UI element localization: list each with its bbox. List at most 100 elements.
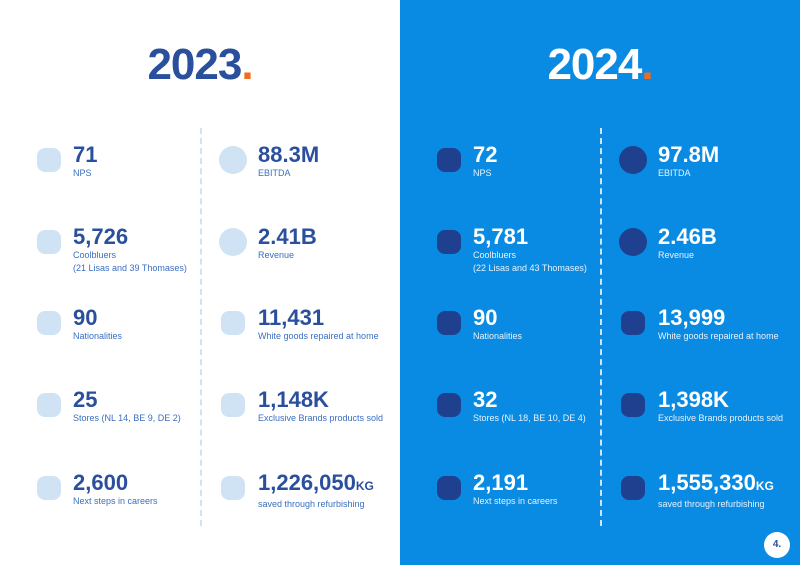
icon xyxy=(37,311,61,335)
stat: 2,600 Next steps in careers xyxy=(73,471,158,508)
panel: 2023. 71 NPS 5,726 Coolbluers (21 Lisas and 3… xyxy=(0,40,400,526)
stat: 32 Stores (NL 18, BE 10, DE 4) xyxy=(473,388,586,425)
icon xyxy=(221,311,245,335)
stat-label: Exclusive Brands products sold xyxy=(658,413,784,423)
year: 2023 xyxy=(147,40,242,89)
year-title: 2023. xyxy=(0,40,400,90)
value: 13,999 xyxy=(658,305,726,330)
stat-label: saved through refurbishing xyxy=(658,499,765,509)
stat-value: 88.3M xyxy=(258,143,319,167)
stat: 2.41B Revenue xyxy=(258,225,317,262)
icon xyxy=(37,476,61,500)
unit: KG xyxy=(355,479,374,493)
stat: 72 NPS xyxy=(473,143,497,180)
stat: 1,148K Exclusive Brands products sold xyxy=(258,388,383,425)
icon xyxy=(621,476,645,500)
stat-value: 1,226,050KG xyxy=(258,471,374,498)
stat-note: (22 Lisas and 43 Thomases) xyxy=(473,263,587,273)
stat-label: Exclusive Brands products sold xyxy=(258,413,384,423)
year: 2024 xyxy=(547,40,642,89)
stat-value: 2,191 xyxy=(473,471,558,495)
stat-label: Revenue xyxy=(258,250,295,260)
value: 1,398K xyxy=(658,387,729,412)
stat-label: saved through refurbishing xyxy=(258,499,365,509)
stat-value: 1,398K xyxy=(658,388,783,412)
stat-label: EBITDA xyxy=(258,168,291,178)
icon xyxy=(37,393,61,417)
stat-value: 71 xyxy=(73,143,97,167)
stat-label: Nationalities xyxy=(473,331,523,341)
icon xyxy=(437,393,461,417)
stat-label: Next steps in careers xyxy=(73,496,158,506)
stat-label: NPS xyxy=(473,168,492,178)
unit: KG xyxy=(755,479,774,493)
panel: 2024. 72 NPS 5,781 Coolbluers (22 Lisas and 4… xyxy=(400,0,800,565)
stat-value: 5,726 xyxy=(73,225,187,249)
value: 32 xyxy=(473,387,498,412)
value: 1,148K xyxy=(258,387,329,412)
divider xyxy=(600,128,602,526)
stat-value: 72 xyxy=(473,143,497,167)
value: 97.8M xyxy=(658,142,720,167)
stat: 2.46B Revenue xyxy=(658,225,717,262)
stat: 90 Nationalities xyxy=(73,306,122,343)
stat-label: Revenue xyxy=(658,250,695,260)
stat: 5,726 Coolbluers (21 Lisas and 39 Thomases… xyxy=(73,225,187,275)
value: 90 xyxy=(473,305,498,330)
stat-value: 25 xyxy=(73,388,181,412)
stat: 5,781 Coolbluers (22 Lisas and 43 Thomases… xyxy=(473,225,587,275)
stat: 90 Nationalities xyxy=(473,306,522,343)
stat-label: White goods repaired at home xyxy=(258,331,379,341)
stat: 1,226,050KG saved through refurbishing xyxy=(258,471,374,511)
year-dot: . xyxy=(241,40,253,89)
stat: 2,191 Next steps in careers xyxy=(473,471,558,508)
value: 5,781 xyxy=(473,224,529,249)
stat-value: 1,148K xyxy=(258,388,383,412)
value: 2.46B xyxy=(658,224,717,249)
year-title: 2024. xyxy=(400,40,800,90)
value: 1,226,050 xyxy=(258,470,356,495)
page-number: 4. xyxy=(764,532,790,558)
value: 88.3M xyxy=(258,142,320,167)
value: 11,431 xyxy=(258,305,325,330)
value: 2.41B xyxy=(258,224,317,249)
icon xyxy=(621,311,645,335)
divider xyxy=(200,128,202,526)
stat: 25 Stores (NL 14, BE 9, DE 2) xyxy=(73,388,181,425)
stat: 97.8M EBITDA xyxy=(658,143,719,180)
icon xyxy=(219,228,247,256)
stat-value: 90 xyxy=(73,306,122,330)
stat: 13,999 White goods repaired at home xyxy=(658,306,779,343)
stat-label: Nationalities xyxy=(73,331,123,341)
icon xyxy=(621,393,645,417)
icon xyxy=(437,230,461,254)
icon xyxy=(437,476,461,500)
stat-value: 2,600 xyxy=(73,471,158,495)
stat-value: 2.41B xyxy=(258,225,317,249)
value: 2,600 xyxy=(73,470,129,495)
value: 90 xyxy=(73,305,98,330)
value: 25 xyxy=(73,387,98,412)
value: 71 xyxy=(73,142,98,167)
value: 72 xyxy=(473,142,498,167)
stat-value: 97.8M xyxy=(658,143,719,167)
icon xyxy=(221,393,245,417)
stat: 1,555,330KG saved through refurbishing xyxy=(658,471,774,511)
stat-label: White goods repaired at home xyxy=(658,331,779,341)
stat-value: 90 xyxy=(473,306,522,330)
icon xyxy=(437,148,461,172)
icon xyxy=(437,311,461,335)
stat-label: Next steps in careers xyxy=(473,496,558,506)
icon xyxy=(619,146,647,174)
stat-label: Coolbluers xyxy=(473,250,517,260)
stat-label: EBITDA xyxy=(658,168,691,178)
stat: 71 NPS xyxy=(73,143,97,180)
stat-note: (21 Lisas and 39 Thomases) xyxy=(73,263,187,273)
year-dot: . xyxy=(641,40,653,89)
stat-label: Stores (NL 18, BE 10, DE 4) xyxy=(473,413,586,423)
value: 1,555,330 xyxy=(658,470,756,495)
icon xyxy=(37,230,61,254)
stat-value: 5,781 xyxy=(473,225,587,249)
stat-label: NPS xyxy=(73,168,92,178)
